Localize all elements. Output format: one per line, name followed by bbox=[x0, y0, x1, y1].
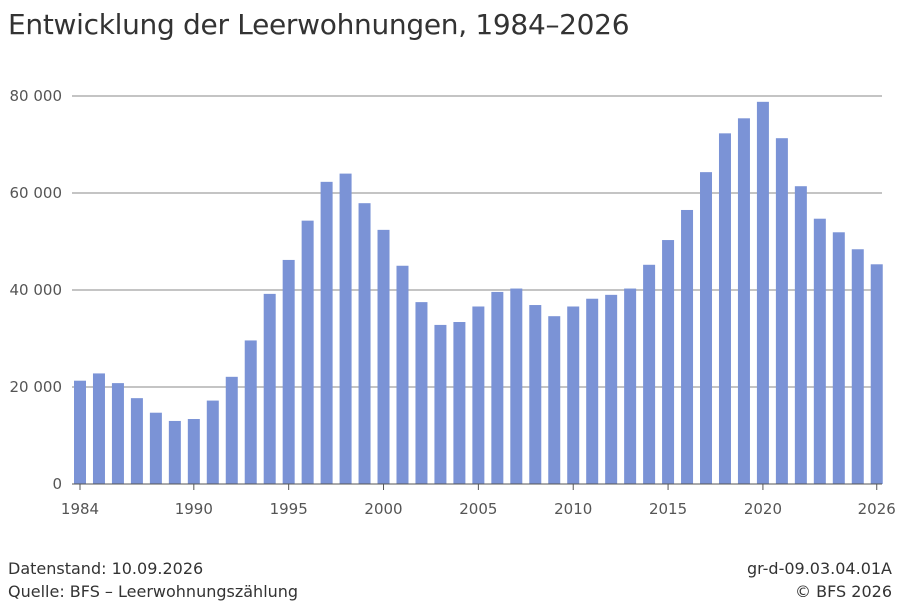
copyright: © BFS 2026 bbox=[795, 582, 892, 601]
y-axis-labels: 0 20 000 40 000 60 000 80 000 bbox=[10, 87, 63, 493]
bar-2019 bbox=[737, 118, 750, 484]
bar-1998 bbox=[339, 173, 352, 484]
bar-chart: 0 20 000 40 000 60 000 80 000 1984 1990 1995 20… bbox=[10, 87, 896, 518]
y-tick-label: 20 000 bbox=[10, 378, 63, 396]
y-tick-label: 60 000 bbox=[10, 184, 63, 202]
bar-1996 bbox=[301, 220, 314, 484]
bar-1992 bbox=[225, 376, 238, 484]
bar-1985 bbox=[92, 373, 105, 484]
x-tick-label: 2010 bbox=[554, 500, 592, 518]
bar-1984 bbox=[74, 380, 86, 484]
chart-title: Entwicklung der Leerwohnungen, 1984–2026 bbox=[8, 8, 630, 41]
bar-1997 bbox=[320, 181, 333, 484]
source: Quelle: BFS – Leerwohnungszählung bbox=[8, 582, 299, 601]
bar-2017 bbox=[700, 172, 713, 484]
bar-1991 bbox=[206, 400, 219, 484]
bar-2023 bbox=[813, 218, 826, 484]
x-axis-labels: 1984 1990 1995 2000 2005 2010 2015 2020 2026 bbox=[61, 500, 896, 518]
bar-1994 bbox=[263, 293, 276, 484]
bar-2000 bbox=[377, 229, 390, 484]
bar-1995 bbox=[282, 259, 295, 484]
bar-2009 bbox=[548, 316, 561, 484]
bar-2026 bbox=[870, 264, 883, 484]
data-date: Datenstand: 10.09.2026 bbox=[8, 559, 204, 578]
bar-2001 bbox=[396, 265, 409, 484]
x-tick-label: 2015 bbox=[649, 500, 687, 518]
y-tick-label: 0 bbox=[52, 475, 62, 493]
x-tick-label: 1984 bbox=[61, 500, 99, 518]
bars bbox=[74, 101, 883, 484]
bar-1987 bbox=[130, 398, 143, 484]
bar-2025 bbox=[851, 249, 864, 484]
bar-2006 bbox=[491, 291, 504, 484]
bar-1988 bbox=[149, 412, 162, 484]
bar-2008 bbox=[529, 305, 542, 484]
bar-1989 bbox=[168, 420, 181, 484]
bar-2013 bbox=[624, 288, 637, 484]
x-tick-label: 1990 bbox=[175, 500, 213, 518]
bar-2021 bbox=[775, 138, 788, 484]
bar-2020 bbox=[756, 101, 769, 484]
bar-2018 bbox=[718, 133, 731, 484]
bar-2003 bbox=[434, 324, 447, 484]
bar-2022 bbox=[794, 186, 807, 484]
bar-2007 bbox=[510, 288, 523, 484]
bar-2024 bbox=[832, 232, 845, 484]
x-tick-label: 2005 bbox=[459, 500, 497, 518]
bar-2012 bbox=[605, 294, 618, 484]
graphic-code: gr-d-09.03.04.01A bbox=[746, 559, 892, 578]
bar-1990 bbox=[187, 419, 200, 484]
x-tick-label: 1995 bbox=[270, 500, 308, 518]
bar-2005 bbox=[472, 306, 485, 484]
bar-2004 bbox=[453, 322, 466, 484]
bar-1986 bbox=[111, 383, 124, 484]
x-tick-label: 2000 bbox=[364, 500, 402, 518]
bar-2010 bbox=[567, 306, 580, 484]
x-axis bbox=[72, 483, 882, 490]
x-tick-label: 2026 bbox=[858, 500, 896, 518]
bar-2002 bbox=[415, 302, 428, 484]
bar-1993 bbox=[244, 340, 257, 484]
bar-1999 bbox=[358, 203, 371, 484]
bar-2015 bbox=[662, 240, 675, 484]
bar-2016 bbox=[681, 209, 694, 484]
bar-2014 bbox=[643, 264, 656, 484]
y-tick-label: 40 000 bbox=[10, 281, 63, 299]
x-tick-label: 2020 bbox=[744, 500, 782, 518]
bar-2011 bbox=[586, 298, 599, 484]
y-tick-label: 80 000 bbox=[10, 87, 63, 105]
